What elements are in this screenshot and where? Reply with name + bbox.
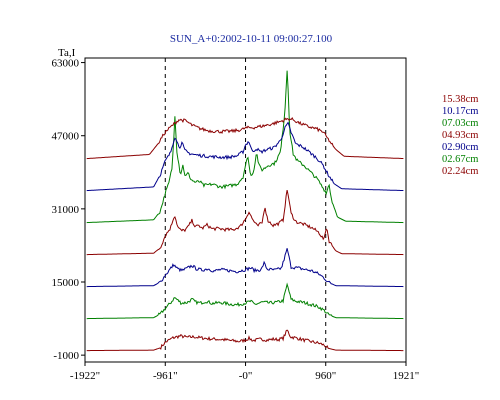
series-line-02.90cm [86,248,404,288]
y-axis-label: Ta,I [58,47,76,59]
legend-item: 07.03cm [442,118,478,129]
legend-item: 02.90cm [442,142,478,153]
series-line-02.67cm [86,282,404,320]
legend: 15.38cm10.17cm07.03cm04.93cm02.90cm02.67… [442,94,478,177]
legend-item: 10.17cm [442,106,478,117]
y-tick-label: 47000 [52,131,80,143]
series-group [86,70,404,352]
chart-title: SUN_A+0:2002-10-11 09:00:27.100 [170,33,333,45]
legend-item: 04.93cm [442,130,478,141]
legend-item: 02.24cm [442,166,478,177]
series-line-10.17cm [86,121,404,192]
dashed-markers [164,58,327,362]
y-axis: 63000 47000 31000 15000 -1000 [52,58,85,362]
y-tick-label: -1000 [53,350,79,362]
y-tick-label: 63000 [52,58,80,70]
x-axis: -1922" -961" -0" 960" 1921" [70,362,419,382]
x-tick-label: -961" [153,370,178,382]
legend-item: 15.38cm [442,94,478,105]
x-tick-label: -0" [239,370,253,382]
series-line-04.93cm [86,189,404,256]
series-line-02.24cm [86,329,404,352]
x-tick-label: 960" [315,370,336,382]
series-line-15.38cm [86,117,404,160]
y-tick-label: 15000 [52,277,80,289]
y-tick-label: 31000 [52,204,80,216]
x-tick-label: 1921" [393,370,420,382]
legend-item: 02.67cm [442,154,478,165]
series-line-07.03cm [86,70,404,224]
x-tick-label: -1922" [70,370,100,382]
